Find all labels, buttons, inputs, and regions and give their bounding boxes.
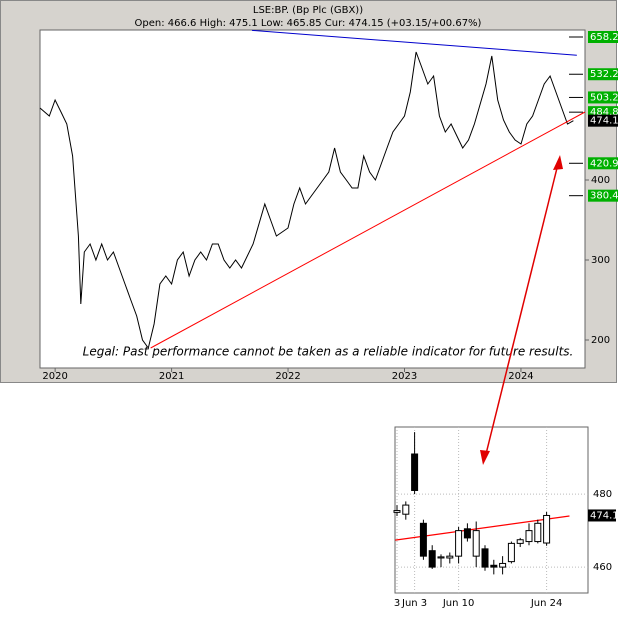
chart-title: LSE:BP. (Bp Plc (GBX)) <box>253 5 363 16</box>
candle-body <box>525 530 533 543</box>
level-box <box>588 68 618 81</box>
x-tick-label: 2020 <box>42 371 67 382</box>
trend-line <box>251 29 577 56</box>
candle-body <box>428 550 436 568</box>
x-tick-label: 2021 <box>159 371 184 382</box>
current-box <box>588 509 616 522</box>
candle-body <box>393 510 401 513</box>
y-tick-label: 480 <box>593 489 612 500</box>
candle-body <box>463 528 471 539</box>
legal-note: Legal: Past performance cannot be taken … <box>83 345 574 359</box>
level-label: 380.4 <box>590 191 618 202</box>
level-box <box>588 189 618 202</box>
candle-body <box>516 539 524 544</box>
candle-body <box>534 522 542 543</box>
candle-body <box>419 522 427 557</box>
candle-body <box>411 453 419 491</box>
candle-body <box>446 555 454 559</box>
arrow-head <box>553 155 563 170</box>
level-label: 503.2 <box>590 92 618 103</box>
price-line <box>39 51 574 350</box>
level-label: 658.2 <box>590 32 618 43</box>
y-tick-label: 300 <box>591 255 610 266</box>
trend-line <box>150 111 586 349</box>
x-tick-label: Jun 3 <box>401 598 427 609</box>
y-tick-label: 200 <box>591 335 610 346</box>
candle-body <box>507 542 515 563</box>
current-label: 474.1 <box>590 510 618 521</box>
candle-body <box>472 530 480 557</box>
y-tick-label: 400 <box>591 175 610 186</box>
marks: 2020 2021 2022 2023 2024 200 300 400 658.2 532.2 5… <box>39 29 618 609</box>
candle-body <box>543 514 551 544</box>
candle-body <box>490 564 498 568</box>
x-tick-label: Jun 24 <box>530 598 563 609</box>
chart-subtitle: Open: 466.6 High: 475.1 Low: 465.85 Cur:… <box>135 18 482 29</box>
level-label: 484.8 <box>590 107 618 118</box>
x-tick-label: 2023 <box>392 371 417 382</box>
current-box <box>588 114 618 127</box>
candle-body <box>481 548 489 568</box>
arrow-head <box>480 450 490 465</box>
candle-body <box>402 504 410 515</box>
candle-body <box>499 562 507 568</box>
x-tick-label: 3 <box>394 598 400 609</box>
level-label: 532.2 <box>590 69 618 80</box>
level-box <box>588 91 618 104</box>
arrow-line <box>484 163 559 459</box>
candle-body <box>437 556 445 559</box>
level-label: 420.9 <box>590 158 618 169</box>
x-tick-label: Jun 10 <box>442 598 475 609</box>
x-tick-label: 2024 <box>508 371 533 382</box>
x-tick-label: 2022 <box>275 371 300 382</box>
candle-body <box>455 530 463 557</box>
level-box <box>588 157 618 170</box>
y-tick-label: 460 <box>593 562 612 573</box>
main-plot <box>39 29 586 369</box>
level-box <box>588 31 618 43</box>
current-label: 474.1 <box>590 116 618 127</box>
arrow <box>480 155 563 465</box>
inset-plot <box>394 426 589 594</box>
